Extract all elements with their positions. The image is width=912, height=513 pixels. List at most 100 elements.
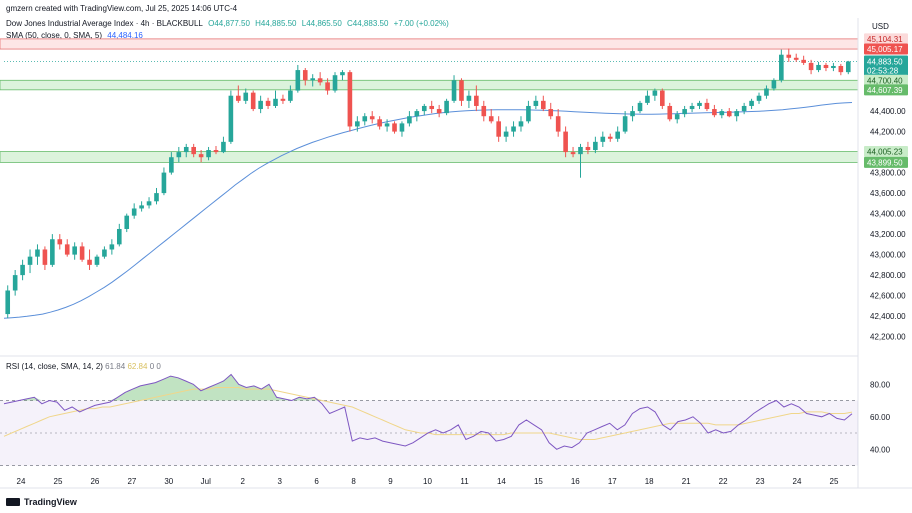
time-tick-label: 9 xyxy=(388,477,393,486)
time-tick-label: 26 xyxy=(90,477,99,486)
chart-header: gmzern created with TradingView.com, Jul… xyxy=(6,4,452,40)
time-tick-label: 16 xyxy=(571,477,580,486)
countdown-label: 02:53:28 xyxy=(867,67,899,76)
time-tick-label: 18 xyxy=(645,477,654,486)
candle-body xyxy=(183,146,189,153)
candle xyxy=(295,64,301,93)
candle xyxy=(288,85,293,103)
candle-body xyxy=(116,228,122,245)
candle xyxy=(630,105,635,122)
time-tick-label: 23 xyxy=(756,477,765,486)
candle xyxy=(511,121,516,137)
candle-body xyxy=(250,92,256,110)
candle xyxy=(12,269,18,296)
candle xyxy=(622,111,628,134)
tradingview-logo-text: TradingView xyxy=(24,497,77,507)
currency-label[interactable]: USD xyxy=(872,22,889,31)
candle xyxy=(831,62,836,72)
candle-body xyxy=(20,264,25,276)
time-tick-label: 11 xyxy=(460,477,469,486)
candle xyxy=(362,113,368,126)
candle xyxy=(474,85,479,112)
sma-legend[interactable]: SMA (50, close, 0, SMA, 5) 44,484.16 xyxy=(6,31,452,40)
candle xyxy=(109,239,115,255)
candle xyxy=(503,126,509,142)
candle-body xyxy=(823,64,829,69)
candle-body xyxy=(593,141,598,151)
candle-body xyxy=(481,105,487,117)
price-tick-label: 44,200.00 xyxy=(870,128,906,137)
rsi-legend[interactable]: RSI (14, close, SMA, 14, 2) 61.84 62.84 … xyxy=(6,362,161,371)
created-by-line: gmzern created with TradingView.com, Jul… xyxy=(6,4,238,13)
candle xyxy=(667,102,673,122)
time-tick-label: 8 xyxy=(351,477,356,486)
candle-body xyxy=(72,246,77,255)
instrument-title: Dow Jones Industrial Average Index · 4h … xyxy=(6,19,203,28)
rsi-ma-value: 62.84 xyxy=(127,362,148,371)
candle xyxy=(228,90,234,144)
candle-body xyxy=(734,111,740,117)
candle-body xyxy=(660,90,665,106)
candle-body xyxy=(570,152,576,155)
price-tick-label: 42,200.00 xyxy=(870,333,906,342)
candle xyxy=(280,94,286,104)
candle xyxy=(496,116,501,142)
candle-body xyxy=(355,121,360,127)
price-tick-label: 44,400.00 xyxy=(870,107,906,116)
candle-body xyxy=(94,256,100,265)
price-tick-label: 42,600.00 xyxy=(870,292,906,301)
candle xyxy=(377,116,382,130)
candle xyxy=(407,111,412,127)
time-tick-label: 6 xyxy=(314,477,319,486)
candle-body xyxy=(325,82,330,91)
candle-body xyxy=(831,65,836,69)
candle xyxy=(459,78,464,106)
candle-body xyxy=(265,100,271,106)
tradingview-logo[interactable]: TradingView xyxy=(6,497,77,507)
resistance-top-label: 45,104.31 xyxy=(867,35,903,44)
candle xyxy=(87,249,92,270)
time-tick-label: 27 xyxy=(127,477,136,486)
candle xyxy=(72,242,77,260)
candle xyxy=(273,90,278,109)
candle xyxy=(726,108,732,118)
rsi-tick-label: 80.00 xyxy=(870,380,891,389)
candle-body xyxy=(630,111,635,117)
candle xyxy=(518,116,524,132)
candle xyxy=(35,244,40,265)
candle xyxy=(555,109,561,137)
candle xyxy=(660,88,665,110)
candle xyxy=(764,85,769,99)
candle xyxy=(124,213,130,233)
candle-body xyxy=(607,136,613,139)
candle-body xyxy=(161,172,167,194)
candle xyxy=(816,61,821,73)
candle-body xyxy=(511,126,516,132)
candle-body xyxy=(176,152,182,158)
sma-value: 44,484.16 xyxy=(107,31,143,40)
candle xyxy=(94,254,100,267)
support-mid-top-label: 44,700.40 xyxy=(867,76,903,85)
candle xyxy=(697,100,702,110)
candle xyxy=(823,62,829,72)
candle xyxy=(682,105,687,118)
resistance-bottom-label: 45,005.17 xyxy=(867,45,903,54)
candle-body xyxy=(749,100,754,106)
candle-body xyxy=(50,239,55,265)
candle xyxy=(749,98,754,110)
candle-body xyxy=(228,95,234,142)
candle-body xyxy=(764,88,769,96)
candle-body xyxy=(347,72,353,127)
time-tick-label: 24 xyxy=(17,477,26,486)
candle-body xyxy=(317,78,323,83)
candle xyxy=(481,100,487,122)
candle-body xyxy=(533,100,539,106)
candle xyxy=(64,239,70,257)
candle xyxy=(221,136,226,154)
time-tick-label: 15 xyxy=(534,477,543,486)
candle xyxy=(585,141,591,155)
ohlc-change: +7.00 (+0.02%) xyxy=(393,19,449,28)
rsi-value: 61.84 xyxy=(105,362,126,371)
candle xyxy=(421,103,427,116)
